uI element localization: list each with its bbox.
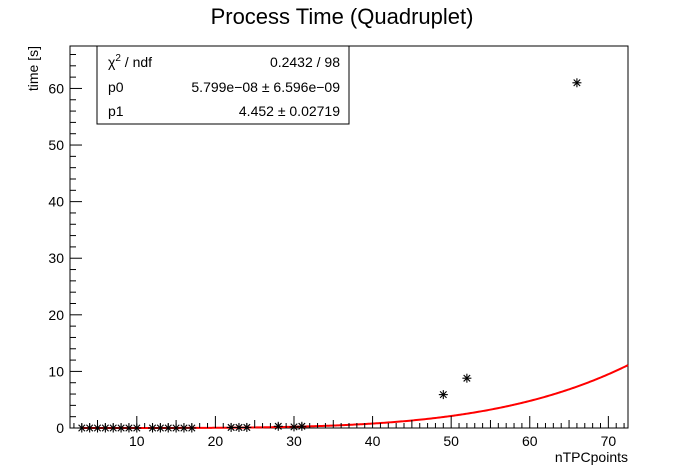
data-point — [572, 78, 582, 88]
chart-title: Process Time (Quadruplet) — [211, 4, 474, 29]
x-axis-ticks: 10 20 30 40 50 60 70 — [73, 416, 625, 449]
chi-superscript: 2 — [115, 53, 121, 64]
points-layer — [77, 78, 582, 433]
y-tick-label: 50 — [48, 137, 64, 153]
stat-label-p1: p1 — [108, 103, 124, 119]
x-tick-label: 40 — [365, 433, 381, 449]
data-point — [438, 390, 448, 400]
stat-value-p1: 4.452 ± 0.02719 — [239, 103, 340, 119]
stats-box-frame — [96, 45, 350, 125]
plot-area: 10 20 30 40 50 60 70 0 10 20 30 40 50 60 — [48, 45, 629, 449]
chi-sep: / — [121, 54, 133, 70]
x-tick-label: 20 — [208, 433, 224, 449]
x-tick-label: 70 — [601, 433, 617, 449]
fit-layer — [81, 364, 629, 429]
stat-value-p0: 5.799e−08 ± 6.596e−09 — [191, 79, 340, 95]
x-tick-label: 10 — [129, 433, 145, 449]
chi-symbol: χ — [108, 54, 116, 70]
stat-label-chi2: χ2 / ndf — [108, 53, 152, 70]
x-axis-label: nTPCpoints — [555, 449, 628, 465]
y-tick-label: 40 — [48, 194, 64, 210]
y-tick-label: 10 — [48, 363, 64, 379]
x-tick-label: 60 — [522, 433, 538, 449]
y-axis-ticks: 0 10 20 30 40 50 60 — [48, 53, 82, 436]
y-axis-label: time [s] — [25, 46, 41, 91]
y-tick-label: 0 — [56, 420, 64, 436]
y-tick-label: 20 — [48, 307, 64, 323]
stat-label-ndf: ndf — [133, 54, 153, 70]
y-tick-label: 60 — [48, 80, 64, 96]
x-tick-label: 30 — [286, 433, 302, 449]
fit-curve — [81, 364, 629, 429]
data-point — [462, 373, 472, 383]
x-tick-label: 50 — [443, 433, 459, 449]
stat-label-p0: p0 — [108, 79, 124, 95]
y-tick-label: 30 — [48, 250, 64, 266]
stats-box: χ2 / ndf 0.2432 / 98 p0 5.799e−08 ± 6.59… — [96, 45, 350, 125]
stat-value-chi2: 0.2432 / 98 — [270, 54, 340, 70]
